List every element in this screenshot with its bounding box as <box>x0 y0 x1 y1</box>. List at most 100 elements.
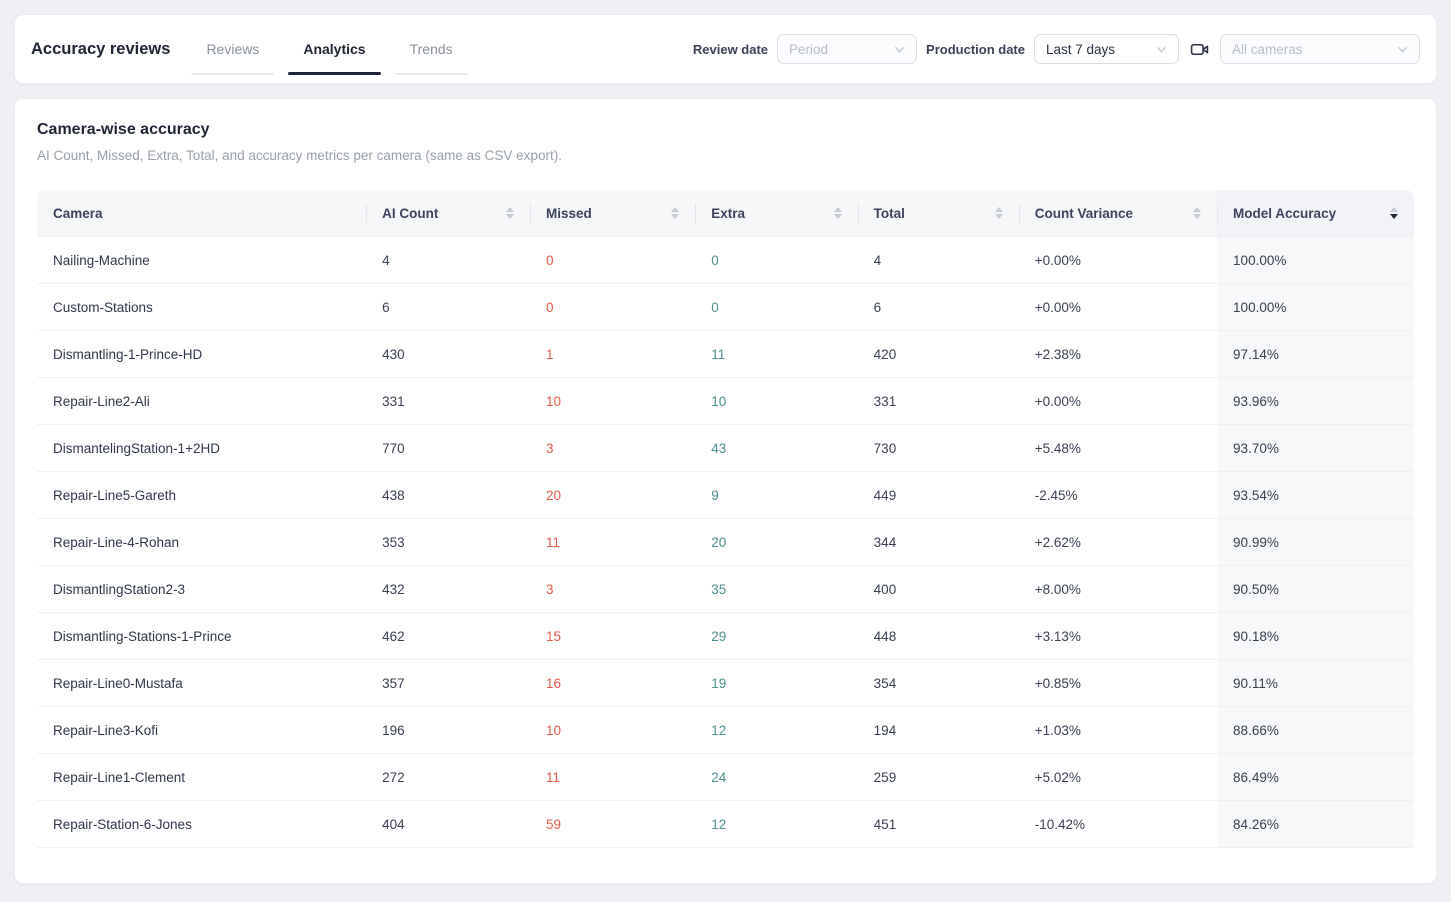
cell-missed: 16 <box>530 660 695 707</box>
review-date-label: Review date <box>693 42 768 57</box>
column-header-accuracy[interactable]: Model Accuracy <box>1217 190 1414 237</box>
cell-missed: 3 <box>530 566 695 613</box>
cell-total: 451 <box>858 801 1019 848</box>
tab-analytics[interactable]: Analytics <box>294 37 374 61</box>
cell-missed: 3 <box>530 425 695 472</box>
cell-accuracy: 100.00% <box>1217 237 1414 284</box>
cell-ai_count: 196 <box>366 707 530 754</box>
cell-variance: -10.42% <box>1019 801 1217 848</box>
cell-total: 6 <box>858 284 1019 331</box>
cell-ai_count: 353 <box>366 519 530 566</box>
table-row: DismantlingStation2-3432335400+8.00%90.5… <box>37 566 1414 613</box>
cell-ai_count: 404 <box>366 801 530 848</box>
cell-variance: +5.48% <box>1019 425 1217 472</box>
accuracy-table-wrap: Camera AI CountMissed Extra Total Count Vari… <box>15 163 1436 848</box>
tab-reviews[interactable]: Reviews <box>197 37 268 61</box>
cell-missed: 15 <box>530 613 695 660</box>
cell-total: 420 <box>858 331 1019 378</box>
cell-missed: 11 <box>530 519 695 566</box>
cell-missed: 10 <box>530 378 695 425</box>
tab-trends[interactable]: Trends <box>401 37 462 61</box>
cell-extra: 12 <box>695 707 857 754</box>
cell-ai_count: 770 <box>366 425 530 472</box>
accuracy-table: Camera AI CountMissed Extra Total Count Vari… <box>37 190 1414 848</box>
cell-extra: 9 <box>695 472 857 519</box>
tabs: Reviews Analytics Trends <box>184 15 474 83</box>
cell-ai_count: 6 <box>366 284 530 331</box>
cell-camera: Repair-Line1-Clement <box>37 754 366 801</box>
column-header-total[interactable]: Total <box>858 190 1019 237</box>
cell-total: 730 <box>858 425 1019 472</box>
cell-missed: 10 <box>530 707 695 754</box>
table-row: Repair-Line3-Kofi1961012194+1.03%88.66% <box>37 707 1414 754</box>
cell-missed: 1 <box>530 331 695 378</box>
cell-missed: 11 <box>530 754 695 801</box>
production-date-value: Last 7 days <box>1046 42 1115 57</box>
cell-camera: Repair-Station-6-Jones <box>37 801 366 848</box>
page-title: Accuracy reviews <box>31 40 170 59</box>
cell-accuracy: 97.14% <box>1217 331 1414 378</box>
column-label: Extra <box>711 206 745 221</box>
cell-total: 400 <box>858 566 1019 613</box>
cell-total: 449 <box>858 472 1019 519</box>
column-header-extra[interactable]: Extra <box>695 190 857 237</box>
cell-camera: Repair-Line-4-Rohan <box>37 519 366 566</box>
cell-variance: +5.02% <box>1019 754 1217 801</box>
cell-variance: +0.85% <box>1019 660 1217 707</box>
cell-ai_count: 357 <box>366 660 530 707</box>
cell-camera: Repair-Line0-Mustafa <box>37 660 366 707</box>
cameras-value: All cameras <box>1232 42 1303 57</box>
cell-variance: -2.45% <box>1019 472 1217 519</box>
sort-icon <box>1390 207 1398 219</box>
sort-icon <box>671 207 679 219</box>
cell-total: 194 <box>858 707 1019 754</box>
cell-variance: +2.62% <box>1019 519 1217 566</box>
filter-bar: Review date Period Production date Last … <box>693 34 1420 64</box>
cell-missed: 0 <box>530 284 695 331</box>
top-bar: Accuracy reviews ReviewsAnalyticsTrends … <box>14 14 1437 84</box>
cell-camera: Repair-Line5-Gareth <box>37 472 366 519</box>
cell-camera: Repair-Line3-Kofi <box>37 707 366 754</box>
chevron-down-icon <box>1397 44 1408 55</box>
column-header-ai_count[interactable]: AI Count <box>366 190 530 237</box>
column-label: Total <box>874 206 905 221</box>
review-date-select[interactable]: Period <box>777 34 917 64</box>
cell-variance: +3.13% <box>1019 613 1217 660</box>
chevron-down-icon <box>894 44 905 55</box>
cell-variance: +0.00% <box>1019 284 1217 331</box>
cell-extra: 24 <box>695 754 857 801</box>
cell-variance: +0.00% <box>1019 378 1217 425</box>
cell-ai_count: 331 <box>366 378 530 425</box>
cell-accuracy: 93.54% <box>1217 472 1414 519</box>
cell-total: 354 <box>858 660 1019 707</box>
table-row: Repair-Line-4-Rohan3531120344+2.62%90.99… <box>37 519 1414 566</box>
column-header-missed[interactable]: Missed <box>530 190 695 237</box>
cell-total: 344 <box>858 519 1019 566</box>
production-date-label: Production date <box>926 42 1025 57</box>
table-row: Repair-Line5-Gareth438209449-2.45%93.54% <box>37 472 1414 519</box>
cell-missed: 59 <box>530 801 695 848</box>
column-header-variance[interactable]: Count Variance <box>1019 190 1217 237</box>
cameras-select[interactable]: All cameras <box>1220 34 1420 64</box>
cell-camera: DismantelingStation-1+2HD <box>37 425 366 472</box>
cell-variance: +1.03% <box>1019 707 1217 754</box>
cell-ai_count: 462 <box>366 613 530 660</box>
cell-camera: Dismantling-1-Prince-HD <box>37 331 366 378</box>
column-label: Camera <box>53 206 103 221</box>
cell-camera: DismantlingStation2-3 <box>37 566 366 613</box>
cell-ai_count: 4 <box>366 237 530 284</box>
table-row: Custom-Stations6006+0.00%100.00% <box>37 284 1414 331</box>
production-date-select[interactable]: Last 7 days <box>1034 34 1179 64</box>
cell-total: 331 <box>858 378 1019 425</box>
cell-extra: 29 <box>695 613 857 660</box>
cell-extra: 35 <box>695 566 857 613</box>
cell-total: 259 <box>858 754 1019 801</box>
video-camera-icon <box>1190 40 1209 59</box>
table-row: Repair-Line1-Clement2721124259+5.02%86.4… <box>37 754 1414 801</box>
cell-accuracy: 88.66% <box>1217 707 1414 754</box>
column-label: Model Accuracy <box>1233 206 1336 221</box>
camera-accuracy-card: Camera-wise accuracy AI Count, Missed, E… <box>14 98 1437 884</box>
cell-accuracy: 86.49% <box>1217 754 1414 801</box>
cell-ai_count: 430 <box>366 331 530 378</box>
review-date-value: Period <box>789 42 828 57</box>
